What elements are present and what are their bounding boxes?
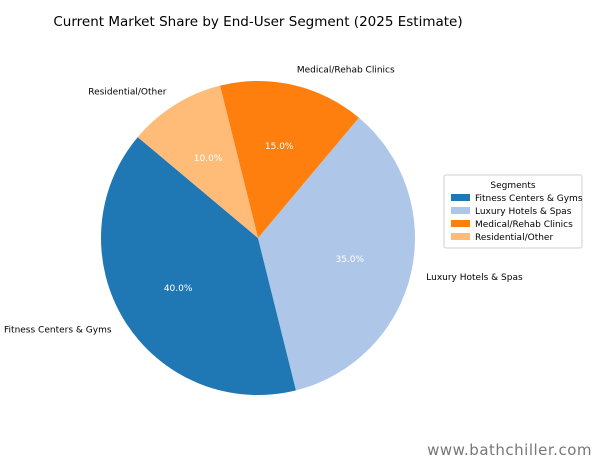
- legend: Segments Fitness Centers & Gyms Luxury Ho…: [443, 174, 583, 249]
- legend-entry: Fitness Centers & Gyms: [475, 194, 583, 204]
- legend-box: [443, 174, 583, 249]
- legend-swatch: [451, 220, 470, 227]
- pie-slice: [137, 85, 258, 238]
- legend-swatch: [451, 194, 470, 201]
- legend-entry: Residential/Other: [475, 233, 553, 243]
- watermark: www.bathchiller.com: [427, 441, 592, 459]
- legend-entry: Medical/Rehab Clinics: [475, 220, 573, 230]
- slice-label: Luxury Hotels & Spas: [426, 273, 523, 283]
- slice-percent-label: 10.0%: [194, 154, 223, 164]
- slice-percent-label: 15.0%: [265, 142, 294, 152]
- chart-title: Current Market Share by End-User Segment…: [53, 14, 462, 30]
- slice-percent-label: 40.0%: [164, 284, 193, 294]
- slice-label: Fitness Centers & Gyms: [4, 326, 112, 336]
- slice-percent-label: 35.0%: [335, 255, 364, 265]
- legend-title: Segments: [490, 181, 536, 191]
- legend-entry: Luxury Hotels & Spas: [475, 207, 572, 217]
- legend-swatch: [451, 207, 470, 214]
- pie-slice: [258, 117, 416, 391]
- pie-slice: [100, 137, 296, 396]
- legend-swatch: [451, 233, 470, 240]
- slice-label: Medical/Rehab Clinics: [297, 66, 395, 76]
- pie-slice: [220, 81, 359, 238]
- slice-label: Residential/Other: [88, 88, 166, 98]
